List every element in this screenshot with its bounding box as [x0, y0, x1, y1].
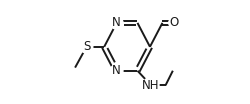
Text: O: O	[169, 16, 178, 29]
Circle shape	[143, 77, 159, 93]
Text: S: S	[83, 40, 90, 53]
Text: NH: NH	[142, 79, 160, 92]
Circle shape	[80, 40, 93, 53]
Text: N: N	[112, 16, 121, 29]
Text: N: N	[112, 64, 121, 77]
Circle shape	[169, 18, 179, 28]
Circle shape	[110, 64, 123, 77]
Circle shape	[110, 17, 123, 29]
